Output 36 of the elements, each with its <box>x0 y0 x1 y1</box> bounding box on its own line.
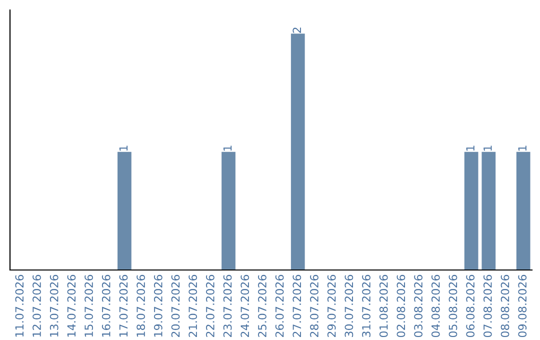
x-tick-label: 28.07.2026 <box>310 274 318 337</box>
x-tick-label: 25.07.2026 <box>258 274 266 337</box>
data-label: 1 <box>518 146 526 151</box>
x-tick-label: 29.07.2026 <box>327 274 336 337</box>
x-tick-label: 14.07.2026 <box>67 274 76 337</box>
data-label: 2 <box>292 28 301 33</box>
x-tick-label: 19.07.2026 <box>154 274 162 337</box>
x-tick-label: 13.07.2026 <box>50 274 58 337</box>
x-tick-label: 20.07.2026 <box>171 274 180 337</box>
x-tick-label: 01.08.2026 <box>379 274 388 338</box>
x-tick-label: 08.08.2026 <box>500 274 510 338</box>
x-tick-label: 21.07.2026 <box>188 274 198 337</box>
x-tick-label: 31.07.2026 <box>362 274 370 337</box>
data-label: 1 <box>119 146 128 151</box>
x-tick-label: 22.07.2026 <box>206 274 214 337</box>
x-tick-label: 24.07.2026 <box>240 274 250 337</box>
x-tick-label: 07.08.2026 <box>483 274 492 338</box>
x-tick-label: 06.08.2026 <box>466 274 475 338</box>
x-tick-label: 09.08.2026 <box>518 274 527 338</box>
data-label: 1 <box>466 146 474 151</box>
x-tick-label: 15.07.2026 <box>84 274 93 337</box>
x-tick-label: 18.07.2026 <box>136 274 146 337</box>
x-tick-label: 05.08.2026 <box>448 274 458 338</box>
x-tick-label: 02.08.2026 <box>396 274 406 338</box>
x-tick-label: 26.07.2026 <box>275 274 284 337</box>
x-tick-label: 23.07.2026 <box>223 274 232 337</box>
x-tick-label: 12.07.2026 <box>32 274 41 337</box>
data-label: 1 <box>484 146 492 151</box>
x-tick-label: 27.07.2026 <box>292 274 302 337</box>
x-tick-label: 16.07.2026 <box>102 274 110 337</box>
x-tick-label: 17.07.2026 <box>119 274 128 337</box>
x-tick-label: 04.08.2026 <box>431 274 440 338</box>
x-tick-label: 03.08.2026 <box>414 274 422 338</box>
data-label: 1 <box>223 146 232 151</box>
x-tick-label: 11.07.2026 <box>15 274 24 337</box>
x-tick-label: 30.07.2026 <box>344 274 354 337</box>
